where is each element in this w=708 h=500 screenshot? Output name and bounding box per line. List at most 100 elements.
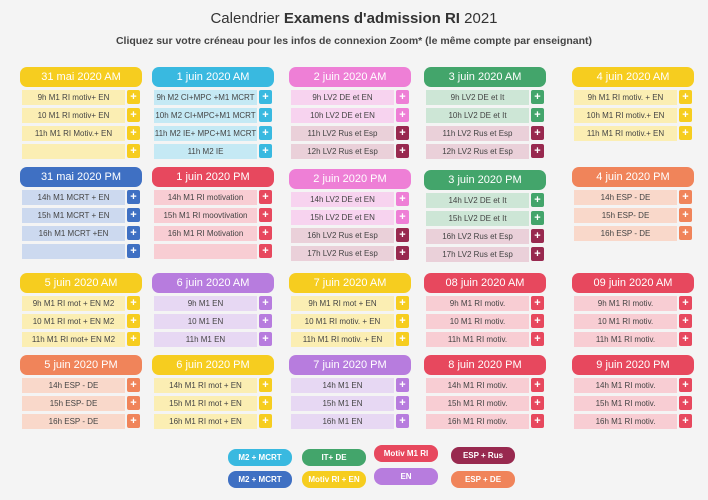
plus-icon[interactable]: + <box>531 126 544 140</box>
time-slot[interactable]: 11h M1 RI motiv. + <box>574 332 692 347</box>
plus-icon[interactable]: + <box>531 296 544 310</box>
plus-icon[interactable]: + <box>396 126 409 140</box>
time-slot[interactable]: 17h LV2 Rus et Esp + <box>291 246 409 261</box>
time-slot[interactable]: + <box>22 244 140 259</box>
time-slot[interactable]: 15h M1 MCRT + EN + <box>22 208 140 223</box>
plus-icon[interactable]: + <box>679 108 692 122</box>
plus-icon[interactable]: + <box>127 414 140 428</box>
plus-icon[interactable]: + <box>127 378 140 392</box>
plus-icon[interactable]: + <box>259 226 272 240</box>
time-slot[interactable]: 14h ESP - DE + <box>22 378 140 393</box>
time-slot[interactable]: + <box>154 244 272 259</box>
plus-icon[interactable]: + <box>679 208 692 222</box>
time-slot[interactable]: 9h LV2 DE et It + <box>426 90 544 105</box>
plus-icon[interactable]: + <box>679 378 692 392</box>
plus-icon[interactable]: + <box>679 126 692 140</box>
plus-icon[interactable]: + <box>531 314 544 328</box>
time-slot[interactable]: 9h M1 RI motiv+ EN + <box>22 90 140 105</box>
time-slot[interactable]: 11h M1 RI motiv.+ EN + <box>574 126 692 141</box>
time-slot[interactable]: 11h M1 RI motiv. + EN + <box>291 332 409 347</box>
plus-icon[interactable]: + <box>396 192 409 206</box>
time-slot[interactable]: 14h M1 EN + <box>291 378 409 393</box>
time-slot[interactable]: 9h LV2 DE et EN + <box>291 90 409 105</box>
time-slot[interactable]: 16h LV2 Rus et Esp + <box>291 228 409 243</box>
plus-icon[interactable]: + <box>127 144 140 158</box>
time-slot[interactable]: 16h ESP - DE + <box>22 414 140 429</box>
time-slot[interactable]: 9h M1 RI mot + EN + <box>291 296 409 311</box>
plus-icon[interactable]: + <box>259 126 272 140</box>
time-slot[interactable]: 15h M1 RI motiv. + <box>574 396 692 411</box>
time-slot[interactable]: 15h LV2 DE et It + <box>426 211 544 226</box>
plus-icon[interactable]: + <box>127 226 140 240</box>
time-slot[interactable]: 11h M1 RI motiv. + <box>426 332 544 347</box>
plus-icon[interactable]: + <box>531 211 544 225</box>
plus-icon[interactable]: + <box>259 144 272 158</box>
time-slot[interactable]: 16h M1 RI mot + EN + <box>154 414 272 429</box>
time-slot[interactable]: 11h M1 EN + <box>154 332 272 347</box>
time-slot[interactable]: 14h M1 RI mot + EN + <box>154 378 272 393</box>
plus-icon[interactable]: + <box>679 314 692 328</box>
plus-icon[interactable]: + <box>259 90 272 104</box>
plus-icon[interactable]: + <box>531 247 544 261</box>
plus-icon[interactable]: + <box>396 210 409 224</box>
time-slot[interactable]: 15h ESP- DE + <box>574 208 692 223</box>
plus-icon[interactable]: + <box>679 332 692 346</box>
time-slot[interactable]: 10 M1 RI motiv. + EN + <box>291 314 409 329</box>
plus-icon[interactable]: + <box>127 90 140 104</box>
plus-icon[interactable]: + <box>531 378 544 392</box>
time-slot[interactable]: 11h M2 IE+ MPC+M1 MCRT + <box>154 126 272 141</box>
time-slot[interactable]: 11h LV2 Rus et Esp + <box>291 126 409 141</box>
time-slot[interactable]: 14h M1 MCRT + EN + <box>22 190 140 205</box>
plus-icon[interactable]: + <box>679 414 692 428</box>
time-slot[interactable]: 11h M1 RI Motiv.+ EN + <box>22 126 140 141</box>
time-slot[interactable]: 10h M1 RI motiv.+ EN + <box>574 108 692 123</box>
plus-icon[interactable]: + <box>127 332 140 346</box>
time-slot[interactable]: 16h M1 MCRT +EN + <box>22 226 140 241</box>
plus-icon[interactable]: + <box>679 226 692 240</box>
plus-icon[interactable]: + <box>396 296 409 310</box>
time-slot[interactable]: 14h LV2 DE et It + <box>426 193 544 208</box>
plus-icon[interactable]: + <box>259 396 272 410</box>
time-slot[interactable]: 10 M1 RI motiv. + <box>574 314 692 329</box>
time-slot[interactable]: 14h LV2 DE et EN + <box>291 192 409 207</box>
plus-icon[interactable]: + <box>127 126 140 140</box>
time-slot[interactable]: 16h M1 EN + <box>291 414 409 429</box>
time-slot[interactable]: 15h ESP- DE + <box>22 396 140 411</box>
plus-icon[interactable]: + <box>259 208 272 222</box>
plus-icon[interactable]: + <box>679 190 692 204</box>
time-slot[interactable]: 15h LV2 DE et EN + <box>291 210 409 225</box>
plus-icon[interactable]: + <box>396 144 409 158</box>
plus-icon[interactable]: + <box>531 414 544 428</box>
plus-icon[interactable]: + <box>396 228 409 242</box>
time-slot[interactable]: 9h M1 EN + <box>154 296 272 311</box>
time-slot[interactable]: 10h LV2 DE et EN + <box>291 108 409 123</box>
time-slot[interactable]: 17h LV2 Rus et Esp + <box>426 247 544 262</box>
plus-icon[interactable]: + <box>127 108 140 122</box>
time-slot[interactable]: 9h M1 RI motiv. + <box>574 296 692 311</box>
time-slot[interactable]: 14h M1 RI motivation + <box>154 190 272 205</box>
plus-icon[interactable]: + <box>396 332 409 346</box>
time-slot[interactable]: 10 M1 RI motiv+ EN + <box>22 108 140 123</box>
plus-icon[interactable]: + <box>127 296 140 310</box>
plus-icon[interactable]: + <box>531 396 544 410</box>
plus-icon[interactable]: + <box>531 229 544 243</box>
time-slot[interactable]: 16h M1 RI Motivation + <box>154 226 272 241</box>
time-slot[interactable]: + <box>22 144 140 159</box>
plus-icon[interactable]: + <box>259 190 272 204</box>
plus-icon[interactable]: + <box>396 314 409 328</box>
time-slot[interactable]: 16h ESP - DE + <box>574 226 692 241</box>
plus-icon[interactable]: + <box>679 396 692 410</box>
time-slot[interactable]: 11h LV2 Rus et Esp + <box>426 126 544 141</box>
time-slot[interactable]: 15h M1 RI mot + EN + <box>154 396 272 411</box>
plus-icon[interactable]: + <box>396 414 409 428</box>
plus-icon[interactable]: + <box>531 108 544 122</box>
time-slot[interactable]: 12h LV2 Rus et Esp + <box>291 144 409 159</box>
plus-icon[interactable]: + <box>259 296 272 310</box>
time-slot[interactable]: 10h LV2 DE et It + <box>426 108 544 123</box>
time-slot[interactable]: 9h M1 RI mot + EN M2 + <box>22 296 140 311</box>
time-slot[interactable]: 10 M1 EN + <box>154 314 272 329</box>
time-slot[interactable]: 15h M1 RI moovtivation + <box>154 208 272 223</box>
time-slot[interactable]: 16h LV2 Rus et Esp + <box>426 229 544 244</box>
time-slot[interactable]: 11h M2 IE + <box>154 144 272 159</box>
time-slot[interactable]: 10h M2 CI+MPC+M1 MCRT + <box>154 108 272 123</box>
